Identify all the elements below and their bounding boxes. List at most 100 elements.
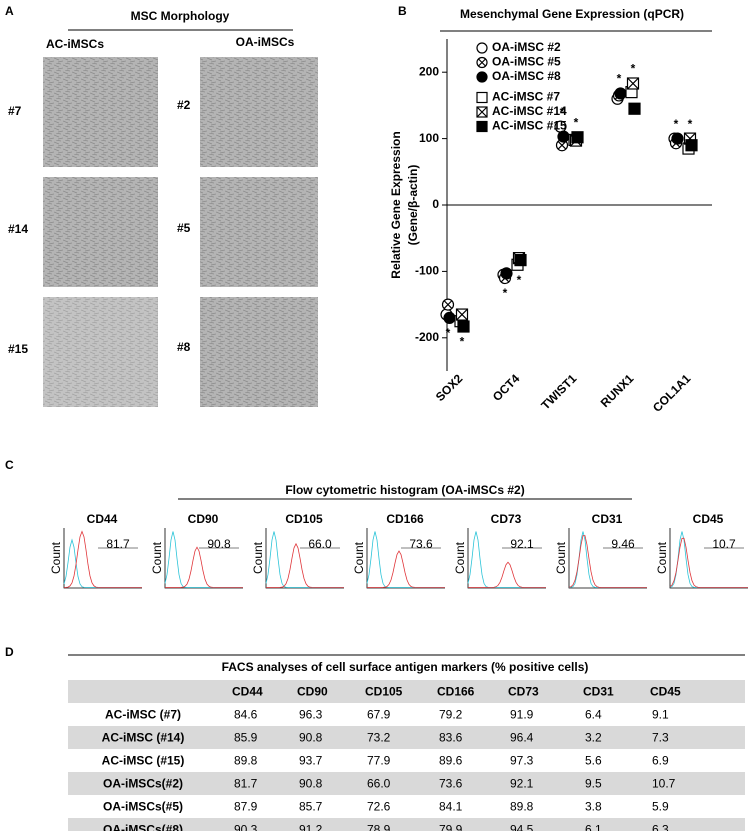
histogram-curve xyxy=(366,531,445,588)
marker-cross xyxy=(478,58,486,67)
cell: 79.9 xyxy=(439,823,463,831)
cell: 6.1 xyxy=(585,823,602,831)
cell: 96.4 xyxy=(510,731,534,745)
marker xyxy=(476,91,488,104)
panel-label: C xyxy=(5,458,14,472)
count-label: Count xyxy=(251,541,265,574)
flow-axes xyxy=(164,528,243,589)
cell: 84.1 xyxy=(439,800,463,814)
cell: 3.2 xyxy=(585,731,602,745)
flow-axes xyxy=(669,528,748,589)
cell: 83.6 xyxy=(439,731,463,745)
row-label: #5 xyxy=(177,221,191,235)
flow-axes xyxy=(467,528,546,589)
marker-shape xyxy=(671,132,684,145)
table-title: FACS analyses of cell surface antigen ma… xyxy=(222,660,589,674)
cell: 89.6 xyxy=(439,754,463,768)
cell: 87.9 xyxy=(234,800,258,814)
marker xyxy=(443,311,456,324)
flow-title: Flow cytometric histogram (OA-iMSCs #2) xyxy=(285,483,524,497)
cell: 93.7 xyxy=(299,754,323,768)
significance: * xyxy=(560,105,565,119)
significance: * xyxy=(517,273,522,287)
gate-value: 90.8 xyxy=(207,537,231,551)
cell: 77.9 xyxy=(367,754,391,768)
column-header: CD45 xyxy=(650,685,681,699)
flow-panel-title: CD44 xyxy=(87,512,118,526)
cell: 85.7 xyxy=(299,800,323,814)
cell: 10.7 xyxy=(652,777,676,791)
cell: 3.8 xyxy=(585,800,602,814)
marker-shape xyxy=(476,120,488,133)
panel-label: B xyxy=(398,4,407,18)
cell: 89.8 xyxy=(510,800,534,814)
flow-panel-title: CD90 xyxy=(188,512,219,526)
gate-value: 10.7 xyxy=(712,537,736,551)
marker-shape xyxy=(557,130,570,143)
column-header: CD44 xyxy=(232,685,263,699)
count-label: Count xyxy=(554,541,568,574)
micrograph xyxy=(43,297,158,407)
micrographs xyxy=(43,57,318,407)
significance: * xyxy=(631,62,636,76)
cell: 5.9 xyxy=(652,800,669,814)
x-tick-label: RUNX1 xyxy=(598,371,637,410)
marker-shape xyxy=(476,91,488,104)
gate-value: 66.0 xyxy=(308,537,332,551)
count-label: Count xyxy=(453,541,467,574)
histogram-curve xyxy=(467,531,546,588)
cell: 9.5 xyxy=(585,777,602,791)
micrograph xyxy=(200,57,318,167)
cell: 72.6 xyxy=(367,800,391,814)
significance: * xyxy=(446,326,451,340)
micrograph xyxy=(200,297,318,407)
row-label: #7 xyxy=(8,104,22,118)
marker xyxy=(476,42,488,54)
significance: * xyxy=(674,117,679,131)
flow-axes xyxy=(265,528,344,589)
cell: 6.3 xyxy=(652,823,669,831)
y-axis-label: Relative Gene Expression xyxy=(389,131,403,278)
marker-cross xyxy=(443,300,453,309)
row-label: #14 xyxy=(8,222,28,236)
gate-value: 92.1 xyxy=(510,537,534,551)
marker xyxy=(557,130,570,143)
cell: 9.1 xyxy=(652,708,669,722)
y-tick-label: 0 xyxy=(432,197,439,211)
cell: 6.9 xyxy=(652,754,669,768)
legend-label: AC-iMSC #14 xyxy=(492,104,567,118)
marker xyxy=(626,77,640,90)
cell: 79.2 xyxy=(439,708,463,722)
row-label: AC-iMSC (#15) xyxy=(102,754,185,768)
marker-shape xyxy=(571,131,584,144)
row-label: OA-iMSCs(#2) xyxy=(103,777,183,791)
marker-shape xyxy=(514,254,527,267)
histogram-curve xyxy=(266,542,344,588)
flow-axes xyxy=(63,528,142,589)
marker-shape xyxy=(685,139,698,152)
cell: 5.6 xyxy=(585,754,602,768)
marker xyxy=(455,308,469,321)
marker-shape xyxy=(476,71,488,83)
marker-cross xyxy=(557,140,567,150)
row-label: OA-iMSCs(#5) xyxy=(103,800,183,814)
legend-label: OA-iMSC #2 xyxy=(492,40,561,54)
x-tick-label: COL1A1 xyxy=(650,371,694,415)
marker xyxy=(671,132,684,145)
histogram-curve xyxy=(165,546,243,588)
gate-value: 81.7 xyxy=(106,537,130,551)
histogram-curve xyxy=(63,530,142,588)
cell: 97.3 xyxy=(510,754,534,768)
marker-shape xyxy=(443,311,456,324)
cell: 90.3 xyxy=(234,823,258,831)
chart-title: Mesenchymal Gene Expression (qPCR) xyxy=(460,7,684,21)
y-tick-label: -200 xyxy=(415,330,439,344)
marker xyxy=(514,254,527,267)
cell: 90.8 xyxy=(299,731,323,745)
histogram-curve xyxy=(568,531,647,588)
marker-cross xyxy=(476,106,488,118)
cell: 6.4 xyxy=(585,708,602,722)
cell: 66.0 xyxy=(367,777,391,791)
gate-value: 9.46 xyxy=(611,537,635,551)
micrograph xyxy=(43,177,158,287)
